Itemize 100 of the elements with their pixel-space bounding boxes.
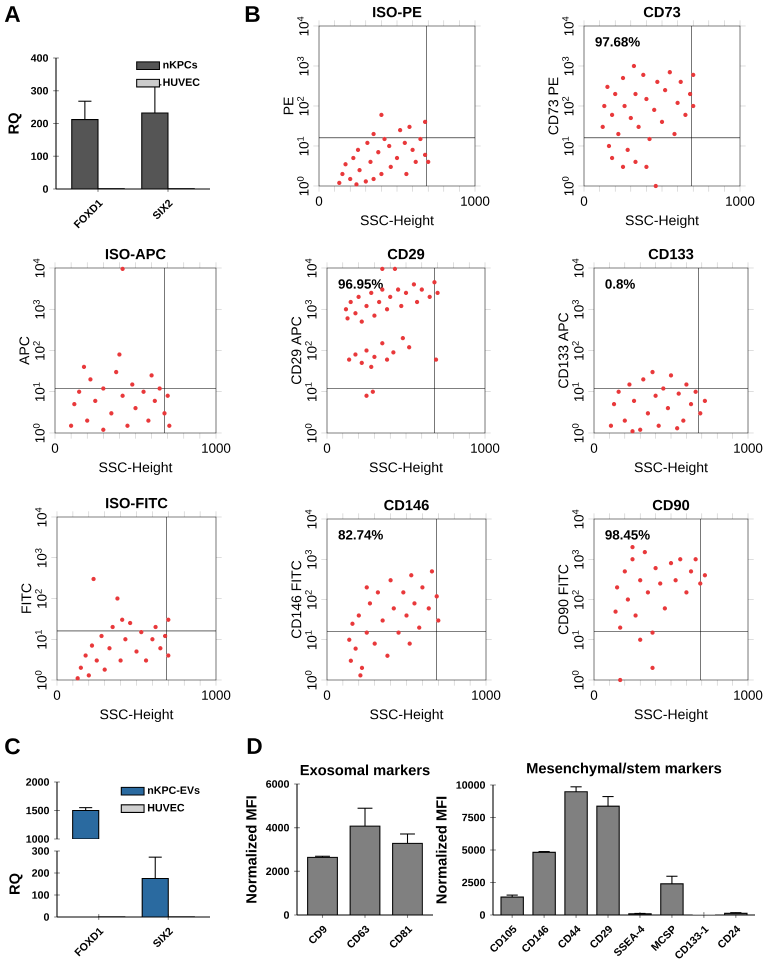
y-tick-label: 2500 [462, 878, 486, 886]
y-tick-label: 10$^{4}$ [562, 16, 574, 36]
chart-title: CD73 [644, 6, 680, 18]
x-axis-title: SSC-Height [99, 462, 172, 476]
y-tick-label: 10$^{3}$ [572, 550, 584, 569]
annotation: 82.74% [338, 530, 383, 540]
chart-title: ISO-APC [106, 248, 166, 260]
y-axis-title: FITC [21, 583, 32, 613]
x-tick-label: 1000 [726, 196, 754, 206]
chart-title: CD133 [648, 248, 694, 260]
y-tick-label: 10$^{4}$ [305, 258, 317, 278]
y-tick-label: 1500 [26, 806, 50, 814]
y-tick-label: 10$^{2}$ [305, 590, 317, 609]
y-tick-label: 100 [32, 891, 50, 899]
y-tick-label: 10$^{2}$ [572, 341, 584, 360]
y-tick-label: 6000 [266, 780, 290, 788]
y-tick-label: 10$^{1}$ [572, 630, 584, 650]
annotation: 98.45% [605, 530, 650, 540]
y-tick-label: 10$^{3}$ [35, 548, 47, 568]
text: D [248, 738, 262, 754]
y-tick-label: 10$^{0}$ [305, 424, 317, 442]
y-tick-label: 2000 [266, 868, 290, 876]
y-tick-label: 10$^{1}$ [33, 382, 45, 402]
x-tick-label: 0 [590, 690, 598, 700]
y-tick-label: 10$^{1}$ [297, 136, 309, 156]
x-tick-label: 0 [52, 443, 58, 453]
y-axis-title: APC [19, 336, 30, 365]
y-axis-title: Normalized MFI [246, 796, 257, 903]
y-tick-label: 200 [32, 869, 50, 877]
y-tick-label: 10$^{3}$ [297, 56, 309, 76]
y-axis-title: PE [284, 97, 294, 114]
y-tick-label: 0 [284, 911, 290, 919]
y-axis-title: CD146 FITC [291, 560, 302, 638]
x-axis-title: SSC-Height [634, 708, 708, 722]
x-axis-title: SSC-Height [370, 462, 443, 476]
y-tick-label: 10$^{3}$ [305, 300, 317, 319]
y-tick-label: 10$^{2}$ [297, 96, 309, 116]
x-tick-label: 1000 [734, 690, 762, 700]
chart-title: CD29 [388, 248, 424, 260]
y-tick-label: 10$^{4}$ [572, 510, 584, 528]
y-tick-label: 10$^{3}$ [305, 550, 317, 569]
y-tick-label: 10$^{4}$ [305, 510, 317, 528]
y-tick-label: 10$^{4}$ [297, 16, 309, 36]
y-tick-label: 10$^{2}$ [305, 341, 317, 360]
annotation: 97.68% [595, 37, 640, 47]
y-tick-label: 300 [30, 86, 48, 95]
y-tick-label: 10$^{2}$ [33, 341, 45, 360]
x-tick-label: 0 [54, 690, 60, 700]
chart-title: ISO-PE [373, 6, 422, 18]
x-tick-label: 1000 [202, 690, 230, 700]
x-tick-label: 0 [590, 443, 598, 453]
y-tick-label: 10$^{0}$ [33, 424, 45, 442]
y-tick-label: 10$^{3}$ [572, 300, 584, 319]
y-tick-label: 4000 [266, 824, 290, 832]
text: C [5, 738, 20, 754]
text: B [246, 6, 260, 22]
y-tick-label: 10$^{3}$ [562, 56, 574, 76]
y-tick-label: 0 [44, 913, 50, 921]
y-tick-label: 10$^{3}$ [33, 300, 45, 319]
y-tick-label: 10$^{1}$ [35, 630, 47, 649]
legend-label: nKPC-EVs [148, 786, 200, 794]
x-tick-label: 1000 [202, 443, 230, 453]
y-axis-title: Normalized MFI [436, 796, 447, 904]
x-axis-title: SSC-Height [626, 214, 699, 228]
y-tick-label: 10000 [456, 781, 486, 789]
x-axis-title: SSC-Height [100, 708, 174, 722]
y-tick-label: 10$^{2}$ [35, 589, 47, 608]
x-axis-title: SSC-Height [370, 708, 444, 722]
annotation: 0.8% [605, 279, 635, 289]
x-tick-label: 1000 [734, 443, 762, 453]
x-axis-title: SSC-Height [634, 462, 708, 476]
y-axis-title: RQ [9, 874, 22, 894]
y-axis-title: CD133 APC [558, 312, 568, 388]
y-tick-label: 5000 [462, 846, 486, 854]
y-tick-label: 300 [32, 847, 50, 855]
x-tick-label: 0 [324, 690, 330, 700]
legend-label: nKPCs [163, 60, 198, 69]
y-axis-title: CD90 FITC [558, 564, 568, 634]
y-tick-label: 400 [30, 54, 48, 62]
y-axis-title: CD73 PE [548, 77, 558, 134]
chart-title: CD146 [384, 500, 429, 510]
chart-title: CD90 [652, 500, 690, 510]
y-tick-label: 10$^{0}$ [572, 424, 584, 442]
chart-title: Mesenchymal/stem markers [527, 762, 722, 776]
legend-label: HUVEC [163, 78, 200, 86]
y-tick-label: 10$^{2}$ [572, 590, 584, 609]
y-tick-label: 2000 [26, 778, 50, 786]
text: A [4, 6, 20, 22]
y-tick-label: 10$^{0}$ [572, 670, 584, 690]
y-tick-label: 10$^{1}$ [305, 630, 317, 650]
y-tick-label: 1000 [26, 835, 50, 843]
x-tick-label: CD9 [309, 926, 326, 944]
y-tick-label: 0 [480, 911, 486, 919]
y-tick-label: 10$^{4}$ [33, 258, 45, 278]
y-tick-label: 200 [31, 120, 48, 128]
y-tick-label: 10$^{0}$ [297, 176, 309, 196]
y-tick-label: 10$^{0}$ [562, 176, 574, 196]
y-tick-label: 10$^{0}$ [305, 670, 317, 690]
y-tick-label: 0 [42, 185, 48, 193]
y-tick-label: 7500 [462, 814, 486, 822]
